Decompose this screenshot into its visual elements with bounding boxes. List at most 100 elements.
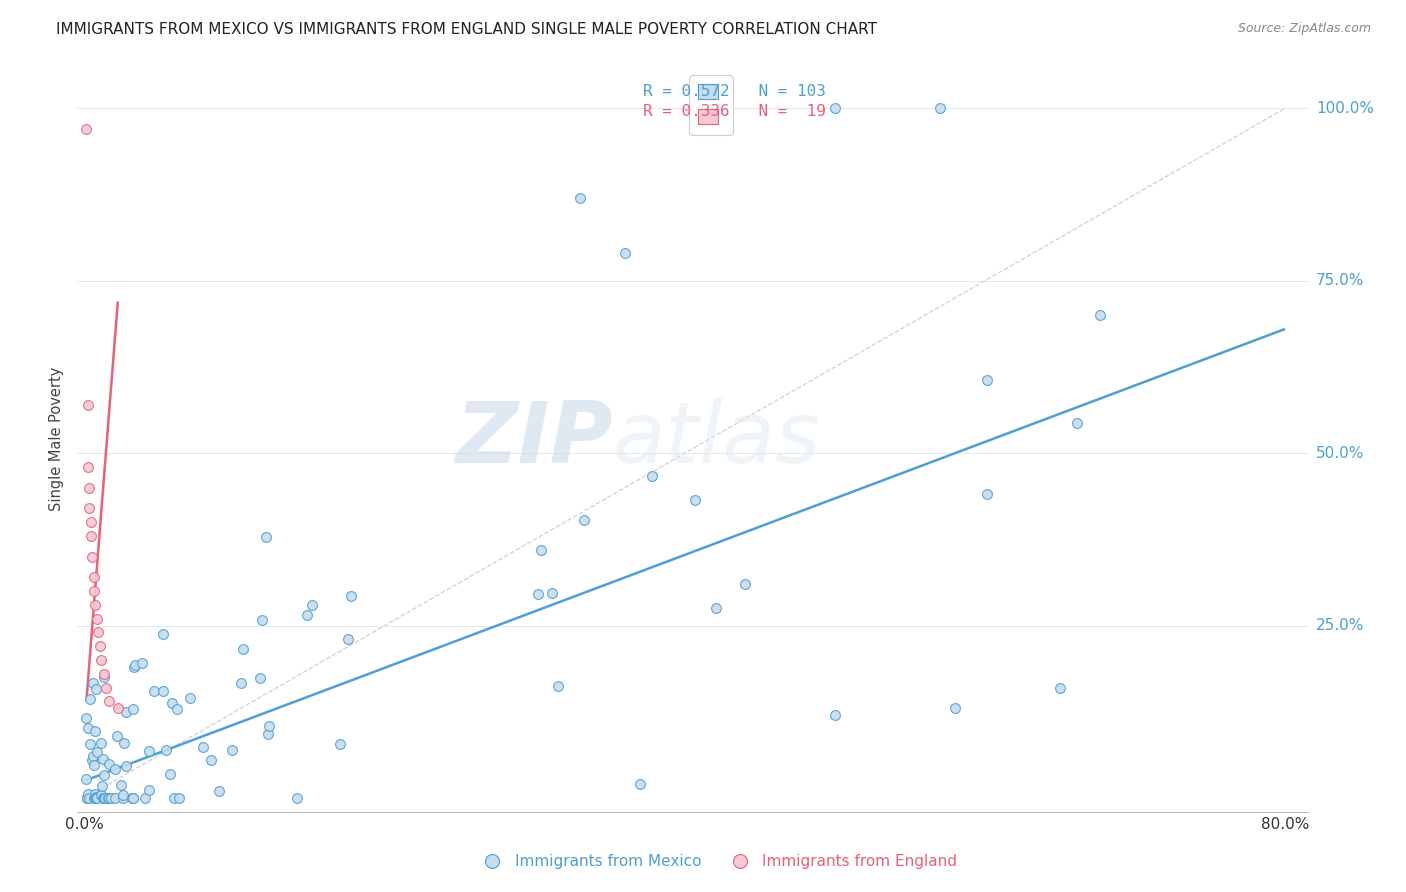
Point	[115, 705, 138, 719]
Point	[124, 658, 146, 673]
Point	[340, 589, 363, 603]
Point	[83, 791, 105, 805]
Point	[152, 684, 174, 698]
Point	[221, 743, 243, 757]
Text: 100.0%: 100.0%	[1316, 101, 1374, 116]
Point	[82, 749, 104, 764]
Point	[121, 791, 143, 805]
Point	[75, 122, 97, 136]
Point	[257, 718, 280, 732]
Point	[943, 701, 966, 715]
Point	[336, 632, 359, 646]
Point	[122, 659, 145, 673]
Point	[329, 737, 352, 751]
Point	[229, 676, 252, 690]
Point	[86, 612, 108, 626]
Point	[97, 791, 120, 805]
Point	[143, 684, 166, 698]
Point	[80, 753, 103, 767]
Point	[76, 791, 98, 805]
Point	[84, 681, 107, 696]
Point	[94, 791, 117, 805]
Point	[86, 791, 108, 805]
Point	[734, 576, 756, 591]
Point	[80, 529, 103, 543]
Point	[103, 791, 125, 805]
Point	[110, 778, 132, 792]
Point	[152, 626, 174, 640]
Point	[824, 101, 846, 115]
Point	[530, 543, 553, 558]
Point	[76, 791, 98, 805]
Point	[90, 788, 112, 802]
Point	[295, 607, 318, 622]
Point	[83, 758, 105, 772]
Point	[166, 702, 188, 716]
Point	[83, 723, 105, 738]
Point	[138, 783, 160, 797]
Point	[155, 742, 177, 756]
Point	[76, 791, 98, 805]
Legend: Immigrants from Mexico, Immigrants from England: Immigrants from Mexico, Immigrants from …	[471, 848, 963, 875]
Point	[79, 481, 101, 495]
Point	[94, 681, 117, 695]
Point	[75, 772, 97, 786]
Point	[134, 791, 156, 805]
Point	[706, 601, 728, 615]
Point	[91, 752, 114, 766]
Point	[976, 487, 998, 501]
Point	[84, 791, 107, 805]
Point	[112, 735, 135, 749]
Point	[79, 737, 101, 751]
Point	[179, 691, 201, 706]
Point	[93, 670, 115, 684]
Point	[976, 373, 998, 387]
Point	[200, 753, 222, 767]
Text: 50.0%: 50.0%	[1316, 446, 1364, 460]
Point	[285, 791, 308, 805]
Point	[250, 613, 273, 627]
Point	[80, 515, 103, 529]
Point	[208, 784, 231, 798]
Point	[93, 791, 115, 805]
Point	[107, 701, 129, 715]
Point	[104, 762, 127, 776]
Point	[97, 791, 120, 805]
Text: 75.0%: 75.0%	[1316, 273, 1364, 288]
Point	[97, 694, 120, 708]
Point	[167, 791, 190, 805]
Point	[84, 598, 107, 612]
Point	[93, 666, 115, 681]
Point	[257, 727, 280, 741]
Point	[121, 702, 143, 716]
Point	[82, 676, 104, 690]
Text: Source: ZipAtlas.com: Source: ZipAtlas.com	[1237, 22, 1371, 36]
Point	[93, 767, 115, 781]
Point	[98, 757, 121, 772]
Point	[254, 531, 277, 545]
Point	[86, 746, 108, 760]
Text: atlas: atlas	[613, 398, 821, 481]
Point	[76, 459, 98, 474]
Point	[111, 791, 134, 805]
Point	[100, 791, 122, 805]
Point	[1066, 417, 1088, 431]
Point	[105, 729, 128, 743]
Point	[82, 549, 104, 564]
Point	[77, 721, 100, 735]
Point	[159, 767, 181, 781]
Point	[527, 587, 550, 601]
Point	[89, 639, 111, 653]
Point	[1088, 308, 1111, 322]
Point	[547, 680, 569, 694]
Point	[613, 246, 636, 260]
Point	[84, 788, 107, 802]
Text: IMMIGRANTS FROM MEXICO VS IMMIGRANTS FROM ENGLAND SINGLE MALE POVERTY CORRELATIO: IMMIGRANTS FROM MEXICO VS IMMIGRANTS FRO…	[56, 22, 877, 37]
Point	[1049, 681, 1071, 695]
Point	[75, 711, 97, 725]
Point	[138, 744, 160, 758]
Point	[115, 758, 138, 772]
Point	[86, 791, 108, 805]
Point	[301, 599, 323, 613]
Text: R = 0.572   N = 103: R = 0.572 N = 103	[644, 84, 827, 99]
